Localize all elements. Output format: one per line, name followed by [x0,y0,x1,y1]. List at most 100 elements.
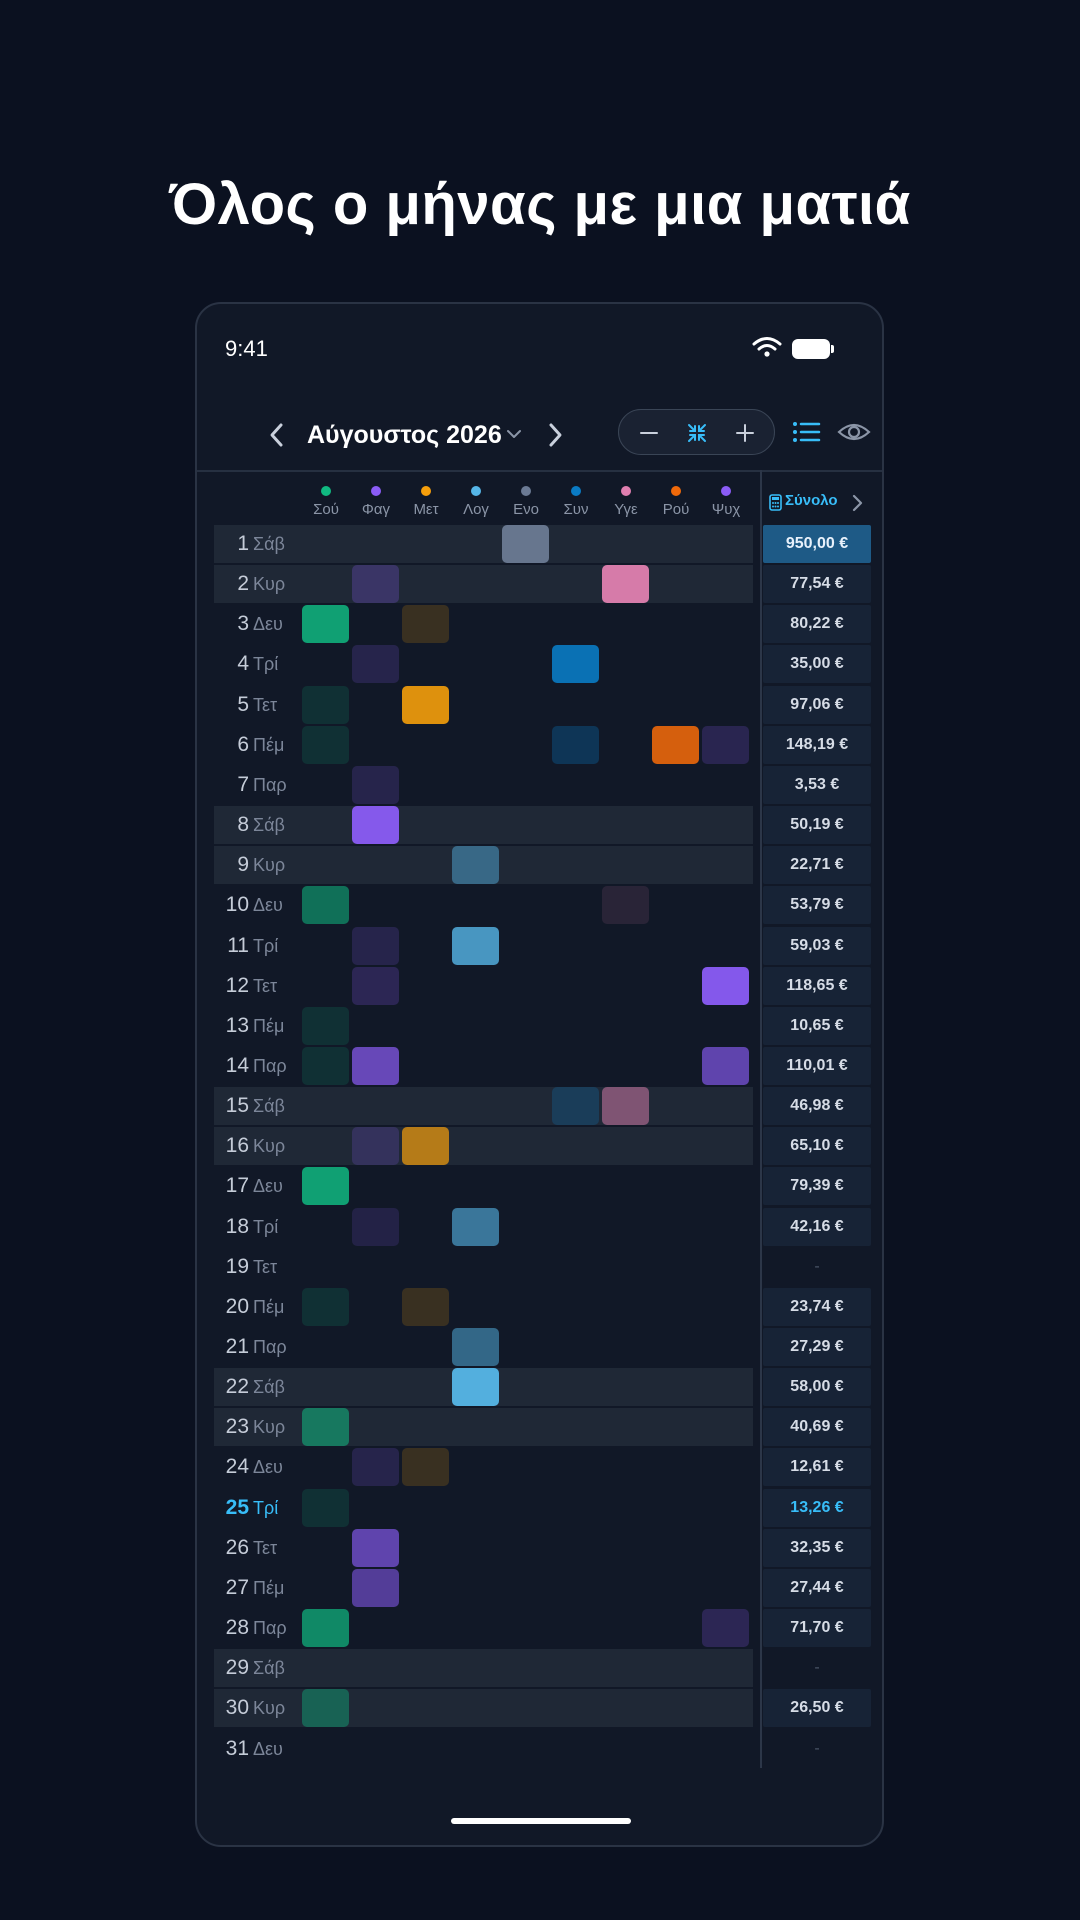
month-title[interactable]: Αύγουστος 2026 [307,421,502,449]
zoom-out-button[interactable] [636,420,662,446]
category-column-6[interactable]: Υγε [601,480,651,518]
day-number[interactable]: 5 [237,692,249,716]
category-column-1[interactable]: Φαγ [351,480,401,518]
expense-cell[interactable] [352,765,399,804]
day-number[interactable]: 24 [225,1455,249,1479]
expense-cell[interactable] [452,846,499,885]
day-number[interactable]: 2 [237,572,249,596]
expense-cell[interactable] [302,1609,349,1648]
category-column-0[interactable]: Σού [301,480,351,518]
day-number[interactable]: 11 [227,933,249,957]
day-total[interactable]: 71,70 € [763,1609,871,1648]
day-number[interactable]: 12 [225,973,249,997]
expense-cell[interactable] [702,725,749,764]
category-column-8[interactable]: Ψυχ [701,480,751,518]
day-total[interactable]: 59,03 € [763,926,871,965]
expense-cell[interactable] [402,1448,449,1487]
day-number[interactable]: 29 [225,1656,249,1680]
expense-cell[interactable] [602,886,649,925]
expense-cell[interactable] [652,725,699,764]
expense-cell[interactable] [402,605,449,644]
day-number[interactable]: 23 [225,1415,249,1439]
eye-icon[interactable] [837,418,871,446]
expense-cell[interactable] [302,1006,349,1045]
day-total[interactable]: 35,00 € [763,645,871,684]
day-total[interactable]: 53,79 € [763,886,871,925]
day-total[interactable]: 32,35 € [763,1528,871,1567]
expense-cell[interactable] [352,1568,399,1607]
expense-cell[interactable] [352,1127,399,1166]
day-total[interactable]: 77,54 € [763,565,871,604]
day-total[interactable]: 65,10 € [763,1127,871,1166]
day-number[interactable]: 28 [225,1616,249,1640]
category-column-7[interactable]: Ρού [651,480,701,518]
day-number[interactable]: 19 [225,1254,249,1278]
day-total[interactable]: 26,50 € [763,1689,871,1728]
chevron-right-icon[interactable] [849,493,865,513]
total-column-header[interactable]: Σύνολο [769,491,879,517]
expense-cell[interactable] [452,1207,499,1246]
day-number[interactable]: 25 [225,1495,249,1519]
day-number[interactable]: 15 [225,1094,249,1118]
category-column-3[interactable]: Λογ [451,480,501,518]
day-number[interactable]: 4 [237,652,249,676]
day-total[interactable]: 12,61 € [763,1448,871,1487]
expense-cell[interactable] [302,1488,349,1527]
expense-cell[interactable] [352,565,399,604]
category-column-5[interactable]: Συν [551,480,601,518]
expense-cell[interactable] [402,1287,449,1326]
day-number[interactable]: 31 [225,1736,249,1760]
day-total[interactable]: 79,39 € [763,1167,871,1206]
expense-cell[interactable] [352,926,399,965]
category-column-4[interactable]: Ενο [501,480,551,518]
expense-cell[interactable] [302,1287,349,1326]
day-total[interactable]: 23,74 € [763,1287,871,1326]
expense-cell[interactable] [352,1207,399,1246]
day-number[interactable]: 14 [225,1053,249,1077]
expense-cell[interactable] [552,1087,599,1126]
expense-cell[interactable] [702,1046,749,1085]
day-number[interactable]: 26 [225,1535,249,1559]
day-number[interactable]: 30 [225,1696,249,1720]
expense-cell[interactable] [302,1167,349,1206]
day-total[interactable]: 42,16 € [763,1207,871,1246]
zoom-in-button[interactable] [732,420,758,446]
expense-cell[interactable] [302,1408,349,1447]
expense-cell[interactable] [352,1046,399,1085]
expense-cell[interactable] [452,1328,499,1366]
expense-cell[interactable] [402,685,449,724]
expense-cell[interactable] [552,725,599,764]
day-total[interactable]: 46,98 € [763,1087,871,1126]
day-number[interactable]: 20 [225,1294,249,1318]
day-total[interactable]: 58,00 € [763,1368,871,1407]
list-view-icon[interactable] [791,419,821,445]
day-number[interactable]: 1 [237,532,249,555]
expense-cell[interactable] [702,1609,749,1648]
prev-month-button[interactable] [265,420,289,450]
day-total[interactable]: - [814,1257,820,1275]
expense-cell[interactable] [502,525,549,563]
day-total[interactable]: 3,53 € [763,765,871,804]
day-number[interactable]: 22 [225,1375,249,1399]
day-number[interactable]: 7 [237,772,249,796]
expense-cell[interactable] [302,605,349,644]
expense-cell[interactable] [302,886,349,925]
expense-cell[interactable] [352,966,399,1005]
expense-cell[interactable] [302,1046,349,1085]
expense-cell[interactable] [352,806,399,845]
day-total[interactable]: 13,26 € [763,1488,871,1527]
category-column-2[interactable]: Μετ [401,480,451,518]
expense-cell[interactable] [352,1448,399,1487]
day-total[interactable]: - [814,1739,820,1757]
day-number[interactable]: 27 [225,1575,249,1599]
day-total[interactable]: 40,69 € [763,1408,871,1447]
day-total[interactable]: 10,65 € [763,1006,871,1045]
day-total[interactable]: 110,01 € [763,1046,871,1085]
day-total[interactable]: 148,19 € [763,725,871,764]
expense-cell[interactable] [702,966,749,1005]
collapse-icon[interactable] [684,420,710,446]
expense-cell[interactable] [302,685,349,724]
next-month-button[interactable] [543,420,567,450]
day-number[interactable]: 17 [225,1174,249,1198]
day-total[interactable]: 50,19 € [763,806,871,845]
